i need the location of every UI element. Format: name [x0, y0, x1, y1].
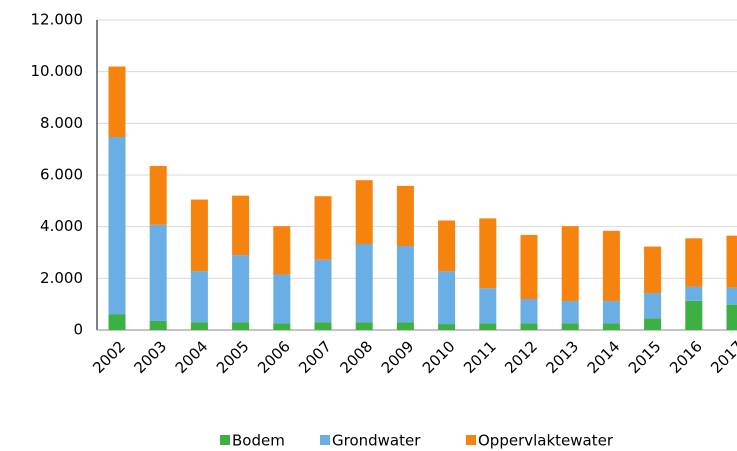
bar-segment [602, 230, 620, 302]
bar-segment [232, 322, 250, 330]
bar-segment [520, 323, 538, 330]
bar-segment [108, 137, 126, 315]
x-tick-label: 2002 [89, 337, 129, 377]
y-tick-label: 4.000 [40, 217, 83, 235]
bar-segment [108, 314, 126, 330]
bar-segment [644, 318, 662, 330]
bar-segment [438, 220, 456, 272]
bar-segment [273, 274, 291, 324]
bar-segment [273, 226, 291, 275]
bar-segment [561, 323, 579, 330]
bar-segment [726, 304, 737, 330]
x-tick-label: 2010 [419, 337, 459, 377]
x-tick-label: 2007 [295, 337, 335, 377]
bar-segment [685, 286, 703, 301]
bar-segment [149, 320, 167, 330]
x-tick-label: 2006 [254, 337, 294, 377]
bar-segment [232, 255, 250, 323]
x-tick-label: 2011 [460, 337, 500, 377]
bar-segment [479, 288, 497, 324]
legend-label: Oppervlaktewater [478, 432, 614, 450]
bar-segment [396, 246, 414, 323]
bar-segment [273, 323, 291, 330]
legend-swatch [220, 435, 230, 445]
y-tick-label: 8.000 [40, 114, 83, 132]
bar-segment [438, 324, 456, 330]
bar-segment [561, 226, 579, 302]
x-tick-label: 2003 [130, 337, 170, 377]
bar-segment [314, 322, 332, 330]
bar-segment [644, 293, 662, 319]
x-tick-label: 2016 [666, 337, 706, 377]
bar-segment [314, 196, 332, 260]
bar-segment [644, 246, 662, 294]
legend-label: Grondwater [332, 432, 421, 450]
y-tick-label: 10.000 [31, 62, 84, 80]
y-tick-label: 6.000 [40, 166, 83, 184]
bar-segment [396, 185, 414, 247]
y-tick-label: 2.000 [40, 269, 83, 287]
bar-segment [479, 218, 497, 289]
y-tick-label: 0 [73, 321, 83, 339]
bar-segment [438, 271, 456, 325]
x-tick-label: 2009 [378, 337, 418, 377]
bar-segment [396, 322, 414, 330]
bar-segment [520, 234, 538, 299]
x-tick-label: 2004 [172, 337, 212, 377]
bar-segment [726, 235, 737, 288]
bar-segment [561, 301, 579, 324]
legend-label: Bodem [232, 432, 285, 450]
bar-segment [726, 287, 737, 305]
bar-segment [355, 322, 373, 330]
bar-segment [149, 165, 167, 225]
bar-segment [355, 180, 373, 244]
bar-segment [190, 271, 208, 323]
legend-swatch [320, 435, 330, 445]
bar-segment [602, 323, 620, 330]
x-tick-label: 2014 [584, 337, 624, 377]
bar-segment [355, 243, 373, 323]
bar-segment [314, 259, 332, 323]
bar-segment [149, 224, 167, 321]
bar-segment [190, 199, 208, 272]
bar-segment [232, 195, 250, 256]
legend-swatch [466, 435, 476, 445]
x-tick-label: 2017 [707, 337, 737, 377]
x-tick-label: 2012 [501, 337, 541, 377]
bar-segment [108, 66, 126, 138]
bar-segment [685, 238, 703, 287]
x-tick-label: 2015 [625, 337, 665, 377]
bar-segment [479, 323, 497, 330]
x-tick-label: 2008 [336, 337, 376, 377]
x-tick-label: 2005 [213, 337, 253, 377]
bar-segment [685, 300, 703, 330]
bar-segment [520, 299, 538, 324]
x-tick-label: 2013 [542, 337, 582, 377]
bar-segment [602, 301, 620, 324]
bar-segment [190, 322, 208, 330]
y-tick-label: 12.000 [31, 11, 84, 29]
